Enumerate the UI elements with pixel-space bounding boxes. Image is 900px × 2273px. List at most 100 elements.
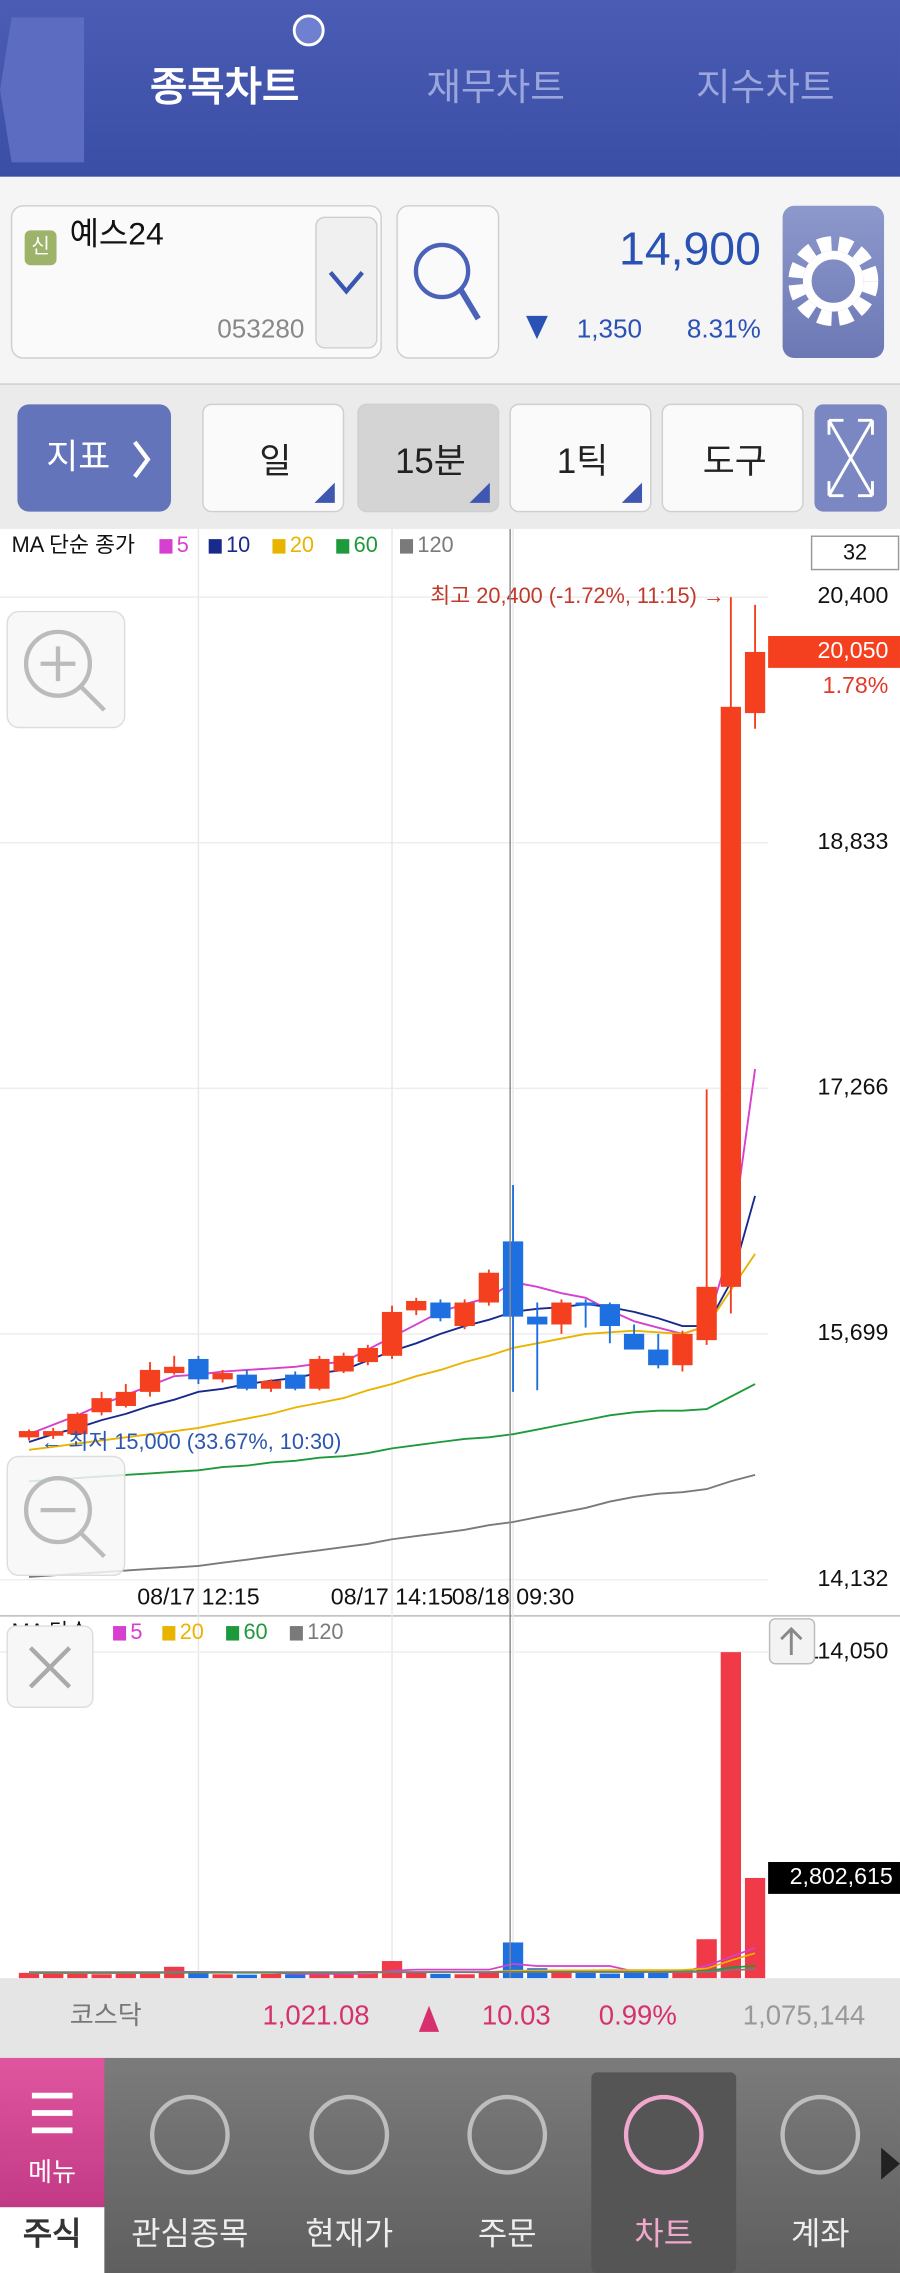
- gear-teeth: [788, 236, 879, 327]
- period-label: 1틱: [557, 443, 608, 481]
- candle-body: [333, 1355, 354, 1372]
- y-tick-label: 14,132: [818, 1565, 889, 1591]
- legend-entry: 60: [354, 532, 378, 557]
- tab[interactable]: 지수차트: [696, 66, 835, 108]
- nav-label[interactable]: 현재가: [305, 2216, 393, 2252]
- period-button[interactable]: [661, 403, 804, 513]
- volume-bar: [236, 1974, 257, 1979]
- volume-bar: [623, 1971, 645, 1979]
- high-annotation: 최고 20,400 (-1.72%, 11:15) →: [430, 583, 724, 608]
- gear-ring: [802, 250, 864, 312]
- candle-body: [575, 1302, 596, 1306]
- market-volume: 1,075,144: [743, 2000, 865, 2031]
- market-name: 코스닥: [70, 2000, 142, 2030]
- count-box: [810, 535, 900, 571]
- stock-tab[interactable]: [0, 2207, 105, 2273]
- price-change: 1,350: [577, 313, 642, 343]
- current-price-box: [768, 636, 900, 668]
- volume-bar: [115, 1973, 136, 1979]
- legend-entry: 60: [243, 1619, 267, 1644]
- volume-bar: [551, 1971, 572, 1979]
- nav-label[interactable]: 주문: [478, 2216, 537, 2252]
- volume-bar: [212, 1974, 233, 1979]
- price-change-pct: 8.31%: [687, 313, 761, 343]
- legend-entry: 120: [417, 532, 453, 557]
- volume-bar: [43, 1973, 64, 1979]
- period-button[interactable]: [509, 403, 652, 513]
- candle-body: [212, 1373, 233, 1380]
- period-buttons: 일 15분 1틱 도구: [202, 403, 804, 513]
- legend-swatch: [208, 539, 222, 554]
- nav-icon: [150, 2094, 230, 2175]
- close-icon: [28, 1646, 72, 1689]
- tab[interactable]: 재무차트: [426, 66, 565, 108]
- legend-swatch: [113, 1626, 127, 1641]
- current-price-label: 20,050: [818, 637, 889, 663]
- x-tick-label: 08/17 12:15: [137, 1584, 259, 1610]
- volume-bar: [599, 1973, 620, 1979]
- chart-area: [0, 528, 900, 1979]
- volume-bar: [454, 1974, 475, 1979]
- volume-bar: [139, 1973, 161, 1979]
- bottom-nav: [0, 2057, 900, 2273]
- volume-bar: [285, 1974, 306, 1979]
- back-tab[interactable]: [0, 17, 85, 163]
- volume-bar: [381, 1961, 403, 1979]
- tab-active[interactable]: 종목차트: [150, 64, 299, 110]
- period-button[interactable]: [202, 403, 345, 513]
- nav-label[interactable]: 주식: [23, 2216, 82, 2252]
- market-change-pct: 0.99%: [599, 2000, 677, 2031]
- current-volume-label: 2,802,615: [790, 1863, 893, 1889]
- candle-body: [623, 1333, 645, 1350]
- current-change: 1.78%: [823, 672, 889, 698]
- legend-title: MA 단순 종가: [12, 532, 135, 557]
- candle-body: [91, 1398, 112, 1413]
- indicator-label: 지표: [46, 439, 110, 477]
- legend-swatch: [400, 539, 414, 554]
- indicator-button[interactable]: [17, 404, 172, 512]
- corner-mark: [621, 482, 643, 503]
- candle-body: [720, 706, 742, 1287]
- stock-box[interactable]: [10, 205, 382, 359]
- volume-ma-line: [28, 1968, 756, 1974]
- period-label: 15분: [395, 443, 466, 481]
- volume-bar: [406, 1972, 427, 1979]
- x-tick-label: 08/17 14:15: [331, 1584, 453, 1610]
- period-label: 도구: [703, 443, 767, 481]
- market-index: 1,021.08: [262, 2000, 369, 2031]
- settings-button[interactable]: [782, 205, 885, 358]
- legend-entry: 20: [180, 1619, 204, 1644]
- nav-items: 주식 관심종목 현재가 주문 차트 계좌: [23, 2094, 861, 2252]
- volume-bar: [502, 1942, 524, 1979]
- volume-bar: [188, 1972, 209, 1979]
- plot: 14,132 15,699 17,266 18,833 20,400 08/17 12:1…: [0, 528, 900, 1979]
- legend-swatch: [162, 1626, 176, 1641]
- volume-bar: [333, 1973, 354, 1979]
- nav-more[interactable]: [881, 2147, 900, 2180]
- dropdown[interactable]: [315, 216, 378, 349]
- nav-label[interactable]: 계좌: [791, 2216, 850, 2252]
- low-annotation: ← 최저 15,000 (33.67%, 10:30): [41, 1429, 342, 1454]
- candle-body: [309, 1358, 330, 1389]
- candle-body: [648, 1349, 669, 1366]
- volume-bar: [430, 1973, 451, 1979]
- y-tick-label: 15,699: [818, 1319, 889, 1345]
- chevron-down: [328, 271, 364, 295]
- legend-swatch: [272, 539, 286, 554]
- volume-bar: [744, 1877, 766, 1979]
- volume-bar: [67, 1971, 88, 1979]
- search-button[interactable]: [396, 205, 500, 359]
- period-button[interactable]: [357, 403, 500, 513]
- nav-label[interactable]: 차트: [634, 2216, 693, 2252]
- ma-line: [28, 1383, 756, 1483]
- x-tick-label: 08/18 09:30: [452, 1584, 574, 1610]
- zoom-in-plus: [40, 646, 106, 712]
- refresh-icon[interactable]: [292, 14, 325, 47]
- nav-label[interactable]: 관심종목: [131, 2216, 248, 2252]
- up-arrow: [418, 2005, 440, 2032]
- legend-entry: 5: [130, 1619, 142, 1644]
- candle-body: [188, 1358, 209, 1380]
- stock-name: 예스24: [70, 216, 164, 252]
- volume-bar: [720, 1652, 742, 1979]
